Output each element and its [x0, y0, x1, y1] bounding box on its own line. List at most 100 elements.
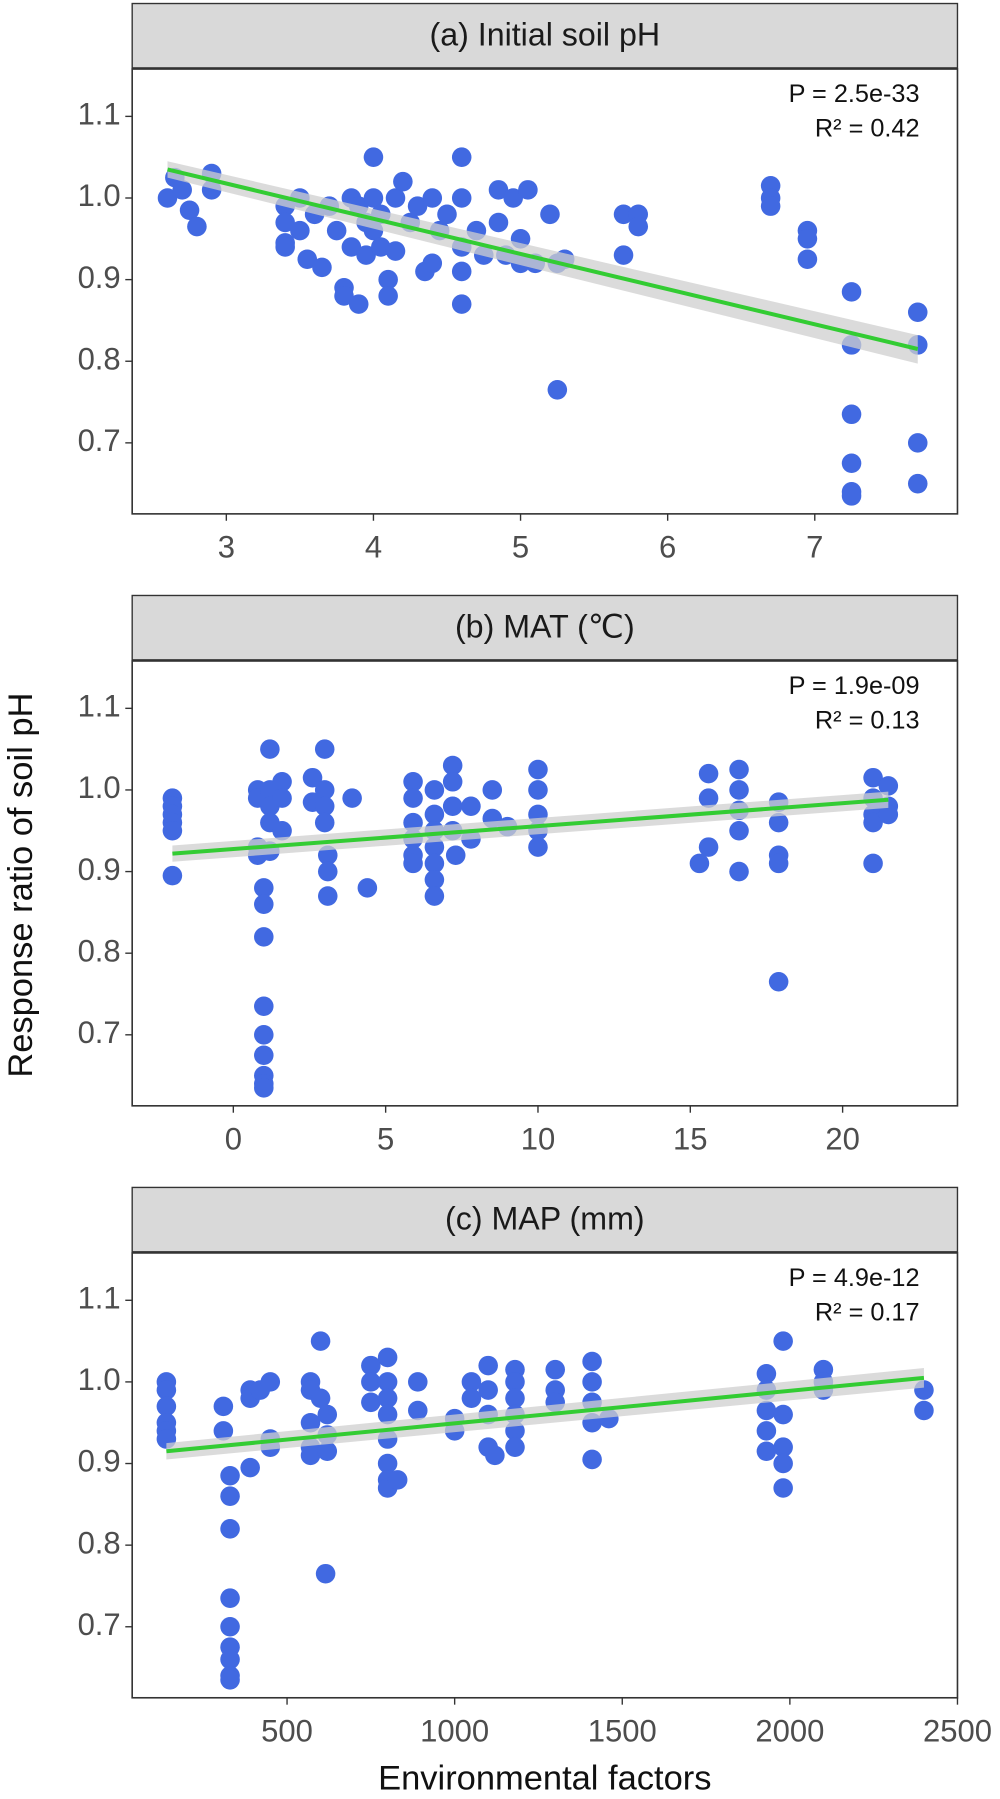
data-point: [157, 188, 178, 208]
data-point: [528, 759, 548, 780]
data-point: [907, 473, 928, 494]
data-point: [518, 180, 538, 200]
data-point: [310, 1331, 331, 1351]
data-point: [220, 1486, 240, 1506]
x-tick-label: 20: [825, 1122, 860, 1157]
data-point: [275, 212, 295, 233]
data-point: [689, 853, 710, 874]
data-point: [422, 188, 443, 208]
data-point: [451, 188, 472, 208]
data-point: [317, 1404, 338, 1425]
x-tick-label: 5: [377, 1122, 394, 1157]
data-point: [162, 865, 183, 886]
data-point: [314, 796, 335, 817]
data-point: [505, 1372, 525, 1392]
data-point: [773, 1331, 793, 1351]
strip-background: [131, 594, 959, 661]
panel-title: (c) MAP (mm): [445, 1200, 645, 1236]
annotation: P = 1.9e-09: [789, 672, 920, 700]
fit-line: [167, 167, 919, 351]
data-point: [403, 788, 423, 808]
annotation: P = 2.5e-33: [789, 80, 920, 108]
data-point: [505, 1437, 525, 1457]
data-point: [756, 1441, 777, 1462]
data-point: [220, 1588, 240, 1608]
y-tick-label: 0.7: [78, 1607, 121, 1642]
data-point: [528, 837, 548, 857]
y-axis-title: Response ratio of soil pH: [2, 693, 40, 1078]
x-tick-label: 5: [512, 530, 529, 565]
data-point: [272, 820, 292, 841]
x-tick-label: 2000: [755, 1714, 824, 1749]
data-point: [156, 1396, 177, 1417]
data-point: [179, 200, 200, 221]
y-tick-label: 1.0: [78, 770, 121, 805]
data-point: [356, 245, 376, 265]
data-point: [408, 1400, 428, 1421]
data-point: [461, 796, 481, 817]
data-point: [797, 249, 818, 269]
data-point: [408, 1372, 428, 1392]
data-point: [863, 767, 883, 788]
data-point: [613, 245, 634, 265]
data-point: [254, 996, 274, 1017]
data-point: [407, 196, 428, 216]
data-point: [341, 237, 362, 257]
data-point: [317, 886, 338, 906]
data-point: [756, 1400, 777, 1421]
fit-line: [172, 797, 889, 856]
plot-background: [132, 1252, 958, 1698]
data-point: [378, 286, 398, 306]
data-point: [760, 196, 781, 216]
data-point: [260, 1372, 281, 1392]
data-point: [361, 1372, 381, 1392]
data-point: [628, 216, 649, 237]
data-point: [768, 812, 789, 833]
x-tick-label: 6: [659, 530, 676, 565]
data-point: [363, 188, 384, 208]
data-point: [424, 853, 445, 874]
data-point: [582, 1372, 602, 1392]
data-point: [172, 180, 192, 200]
data-point: [528, 780, 548, 800]
data-point: [162, 820, 183, 841]
data-point: [310, 1388, 331, 1409]
data-point: [260, 739, 280, 759]
data-point: [442, 796, 463, 817]
annotation: P = 4.9e-12: [789, 1264, 920, 1292]
strip-background: [131, 1186, 959, 1253]
data-point: [582, 1351, 602, 1372]
y-tick-label: 1.1: [78, 689, 121, 724]
data-point: [451, 294, 472, 314]
strip-background: [131, 2, 959, 69]
data-point: [377, 1453, 398, 1474]
data-point: [385, 188, 406, 208]
data-point: [403, 772, 423, 792]
data-point: [424, 804, 445, 825]
data-point: [841, 404, 862, 425]
data-point: [461, 1388, 482, 1409]
data-point: [403, 853, 423, 874]
annotation: R² = 0.17: [815, 1299, 920, 1327]
data-point: [729, 780, 749, 800]
data-point: [300, 1412, 321, 1433]
data-point: [302, 767, 323, 788]
data-point: [377, 1347, 398, 1368]
data-point: [478, 1380, 498, 1400]
confidence-band: [167, 161, 918, 364]
data-point: [334, 286, 354, 306]
data-point: [547, 380, 568, 400]
data-point: [478, 1355, 498, 1376]
fit-line: [166, 1375, 925, 1454]
data-point: [768, 971, 789, 992]
data-point: [220, 1466, 240, 1486]
data-point: [756, 1363, 777, 1384]
data-point: [424, 780, 445, 800]
plot-background: [132, 69, 958, 514]
data-point: [582, 1449, 602, 1470]
x-tick-label: 500: [261, 1714, 313, 1749]
annotation: R² = 0.13: [815, 707, 920, 735]
y-tick-label: 0.9: [78, 1444, 121, 1479]
data-point: [213, 1396, 234, 1417]
